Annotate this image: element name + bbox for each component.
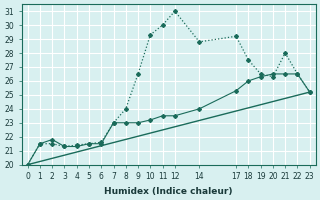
X-axis label: Humidex (Indice chaleur): Humidex (Indice chaleur) xyxy=(104,187,233,196)
